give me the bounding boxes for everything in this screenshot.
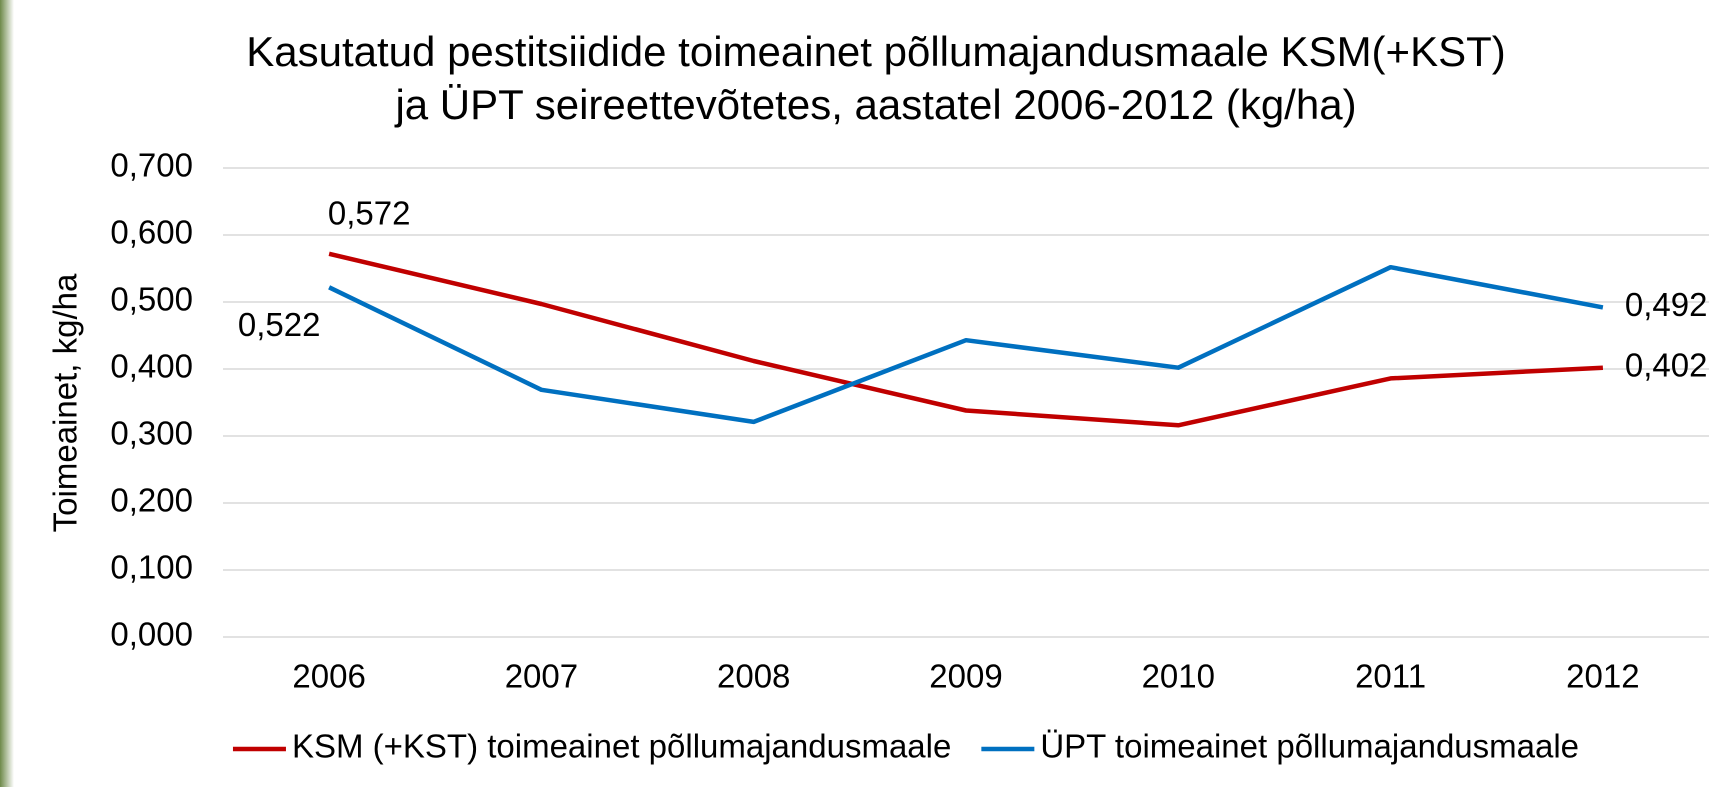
series-line — [328, 251, 1604, 428]
data-label: 0,492 — [1625, 286, 1708, 323]
y-tick-label: 0,600 — [110, 214, 193, 251]
x-tick-label: 2008 — [717, 658, 790, 695]
legend-label: ÜPT toimeainet põllumajandusmaale — [1040, 728, 1579, 765]
y-tick-label: 0,100 — [110, 549, 193, 586]
x-tick-label: 2006 — [292, 658, 365, 695]
chart-title: Kasutatud pestitsiidide toimeainet põllu… — [246, 28, 1506, 75]
y-tick-label: 0,300 — [110, 415, 193, 452]
data-label: 0,572 — [328, 194, 411, 231]
data-label: 0,522 — [238, 306, 321, 343]
x-tick-label: 2007 — [505, 658, 578, 695]
background-strip — [0, 0, 14, 787]
series-line — [328, 264, 1604, 425]
chart-title: ja ÜPT seireettevõtetes, aastatel 2006-2… — [393, 81, 1356, 128]
y-tick-label: 0,400 — [110, 348, 193, 385]
y-tick-label: 0,200 — [110, 482, 193, 519]
y-tick-label: 0,000 — [110, 616, 193, 653]
x-tick-label: 2009 — [929, 658, 1002, 695]
y-axis-label: Toimeainet, kg/ha — [47, 273, 84, 532]
legend-label: KSM (+KST) toimeainet põllumajandusmaale — [292, 728, 951, 765]
x-tick-label: 2010 — [1142, 658, 1215, 695]
x-tick-label: 2012 — [1566, 658, 1639, 695]
x-tick-label: 2011 — [1355, 658, 1426, 695]
y-tick-label: 0,700 — [110, 147, 193, 184]
y-tick-label: 0,500 — [110, 281, 193, 318]
data-label: 0,402 — [1625, 346, 1708, 383]
